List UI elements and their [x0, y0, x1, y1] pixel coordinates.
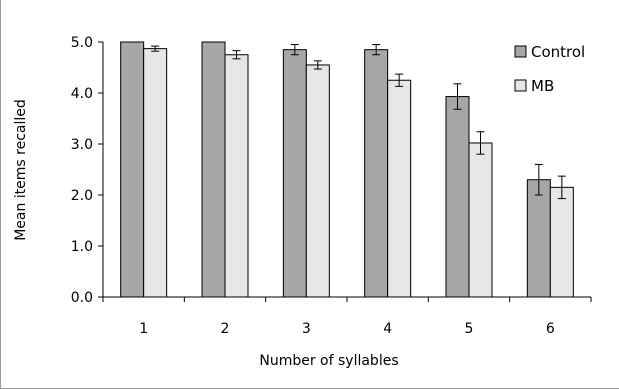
x-tick-label: 2 — [221, 321, 230, 337]
error-bar-control-5 — [453, 83, 462, 110]
bar-control-6 — [526, 179, 551, 298]
bar-control-1 — [120, 41, 145, 298]
error-bar-control-6 — [534, 163, 543, 196]
error-bar-mb-1 — [151, 45, 160, 52]
legend-label-control: Control — [531, 43, 585, 61]
error-bar-mb-5 — [476, 131, 485, 155]
bar-mb-1 — [143, 48, 168, 298]
error-bar-mb-3 — [313, 60, 322, 70]
bar-mb-5 — [468, 142, 493, 298]
bar-control-4 — [364, 49, 389, 298]
y-tick-label: 2.0 — [71, 188, 93, 204]
y-ticks: 0.0 1.0 2.0 3.0 4.0 5.0 — [71, 35, 103, 306]
errorbars-layer — [151, 44, 566, 200]
bar-mb-2 — [224, 54, 249, 298]
error-bar-mb-4 — [395, 73, 404, 87]
legend: Control MB — [514, 43, 585, 95]
error-bar-control-4 — [372, 44, 381, 56]
bar-mb-4 — [387, 79, 412, 298]
x-tick-label: 3 — [302, 321, 311, 337]
bar-control-2 — [201, 41, 226, 298]
bar-control-5 — [445, 96, 470, 298]
error-bar-mb-2 — [232, 50, 241, 60]
legend-label-mb: MB — [531, 77, 554, 95]
error-bar-control-3 — [290, 44, 299, 56]
bar-control-3 — [282, 49, 307, 298]
x-tick-label: 5 — [465, 321, 474, 337]
x-tick-label: 4 — [383, 321, 392, 337]
bars-layer — [120, 41, 574, 298]
error-bar-mb-6 — [557, 175, 566, 200]
y-tick-label: 5.0 — [71, 35, 93, 51]
legend-swatch-control — [514, 45, 527, 58]
y-tick-label: 0.0 — [71, 290, 93, 306]
y-axis-label: Mean items recalled — [13, 99, 29, 241]
x-tick-label: 6 — [546, 321, 555, 337]
y-tick-label: 4.0 — [71, 86, 93, 102]
x-tick-label: 1 — [139, 321, 148, 337]
y-tick-label: 1.0 — [71, 239, 93, 255]
bar-mb-3 — [305, 64, 330, 298]
y-tick-label: 3.0 — [71, 137, 93, 153]
x-axis-label: Number of syllables — [259, 353, 398, 369]
x-ticks: 1 2 3 4 5 6 — [102, 297, 592, 337]
legend-swatch-mb — [514, 79, 527, 92]
bar-mb-6 — [549, 186, 574, 298]
